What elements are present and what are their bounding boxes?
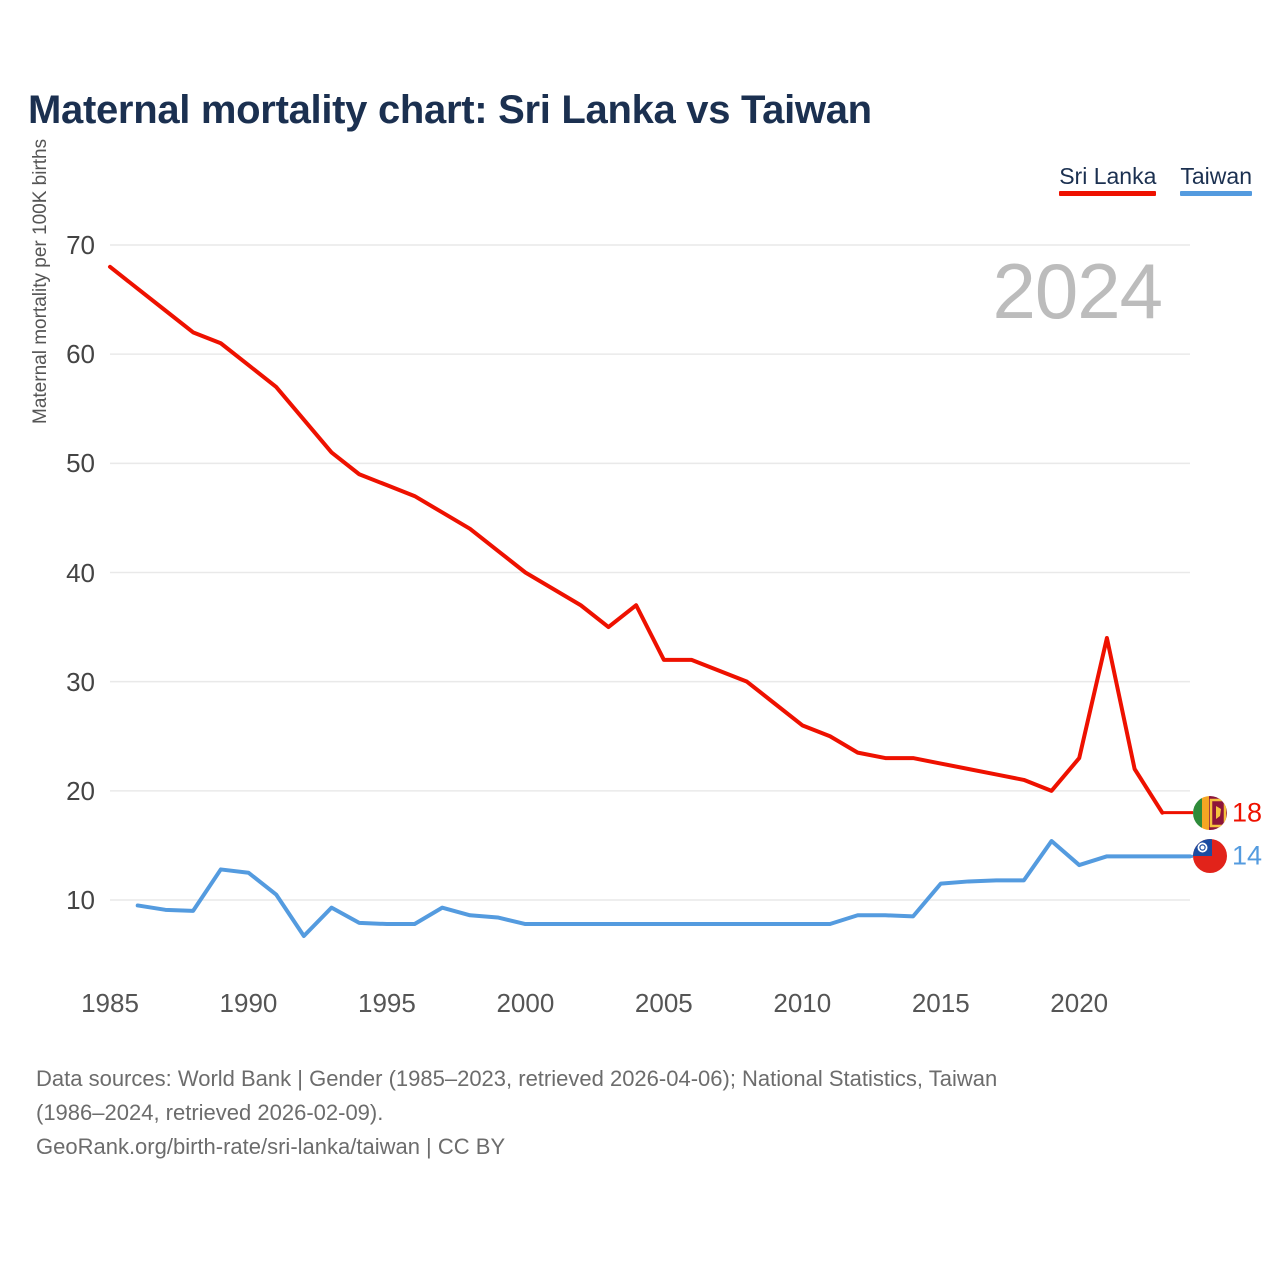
y-axis-ticks: 10 20 30 40 50 60 70 bbox=[0, 0, 95, 1280]
end-value-taiwan: 14 bbox=[1232, 840, 1263, 871]
x-axis-ticks: 1985 1990 1995 2000 2005 2010 2015 2020 bbox=[0, 990, 1280, 1030]
x-tick-label: 2005 bbox=[634, 988, 693, 1018]
legend-item-sri-lanka[interactable]: Sri Lanka bbox=[1059, 163, 1157, 197]
page-title: Maternal mortality chart: Sri Lanka vs T… bbox=[28, 88, 872, 132]
gridlines bbox=[110, 244, 1190, 901]
year-watermark: 2024 bbox=[992, 247, 1163, 335]
x-tick-label: 2020 bbox=[1050, 988, 1109, 1018]
footer-line-1: Data sources: World Bank | Gender (1985–… bbox=[36, 1066, 998, 1091]
x-tick-label: 2000 bbox=[496, 988, 555, 1018]
y-tick-label: 60 bbox=[66, 339, 95, 370]
footer-line-2: (1986–2024, retrieved 2026-02-09). bbox=[36, 1100, 384, 1126]
sri-lanka-flag-icon bbox=[1193, 795, 1227, 830]
y-tick-label: 20 bbox=[66, 775, 95, 806]
x-tick-label: 1995 bbox=[358, 988, 416, 1018]
taiwan-flag-icon bbox=[1193, 839, 1227, 874]
y-tick-label: 70 bbox=[66, 230, 95, 260]
series-lines bbox=[108, 264, 1193, 939]
chart-footer: Data sources: World Bank | Gender (1985–… bbox=[36, 1062, 1236, 1164]
legend-label-sri-lanka: Sri Lanka bbox=[1059, 163, 1157, 189]
y-tick-label: 50 bbox=[66, 448, 95, 479]
y-tick-label: 10 bbox=[66, 885, 95, 915]
legend-swatch-taiwan bbox=[1180, 191, 1252, 197]
legend-label-taiwan: Taiwan bbox=[1180, 163, 1252, 189]
legend-swatch-sri-lanka bbox=[1059, 191, 1157, 197]
x-tick-label: 1985 bbox=[81, 988, 139, 1018]
footer-line-3[interactable]: GeoRank.org/birth-rate/sri-lanka/taiwan … bbox=[36, 1134, 506, 1160]
chart-legend: Sri Lanka Taiwan bbox=[1059, 163, 1252, 197]
x-tick-label: 1990 bbox=[219, 988, 278, 1018]
x-tick-label: 2015 bbox=[911, 988, 970, 1018]
legend-item-taiwan[interactable]: Taiwan bbox=[1180, 163, 1252, 197]
y-tick-label: 40 bbox=[66, 557, 95, 588]
series-line-sri-lanka[interactable] bbox=[108, 264, 1165, 815]
x-tick-label: 2010 bbox=[773, 988, 832, 1018]
series-line-taiwan[interactable] bbox=[135, 839, 1192, 939]
y-tick-label: 30 bbox=[66, 666, 95, 697]
end-value-sri-lanka: 18 bbox=[1232, 797, 1263, 828]
